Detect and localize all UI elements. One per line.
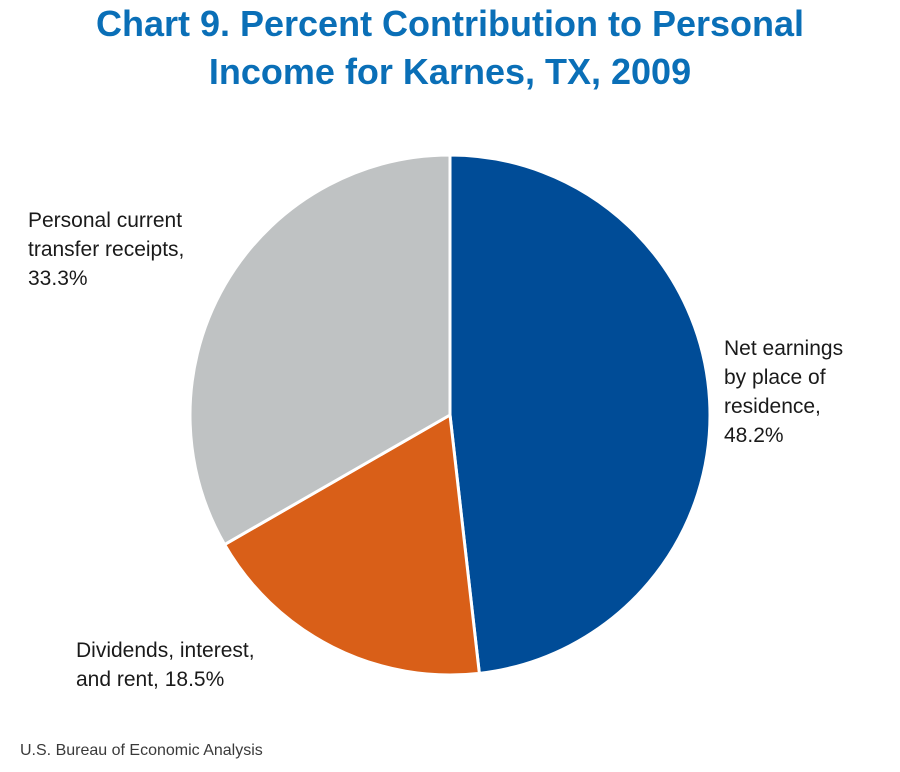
- label-net-earnings: Net earnings by place of residence, 48.2…: [724, 334, 843, 450]
- label-transfer-receipts-line-2: transfer receipts,: [28, 238, 185, 261]
- slice-net-earnings: [448, 153, 712, 675]
- label-net-earnings-line-4: 48.2%: [724, 424, 784, 447]
- label-net-earnings-line-1: Net earnings: [724, 337, 844, 360]
- chart-title-line-2: Income for Karnes, TX, 2009: [208, 51, 692, 92]
- label-net-earnings-line-3: residence,: [724, 395, 821, 418]
- chart-title-line-1: Chart 9. Percent Contribution to Persona…: [95, 3, 805, 44]
- label-transfer-receipts-line-3: 33.3%: [28, 267, 88, 290]
- label-transfer-receipts: Personal current transfer receipts, 33.3…: [28, 206, 184, 293]
- label-transfer-receipts-line-1: Personal current: [28, 209, 183, 232]
- chart-title: Chart 9. Percent Contribution to Persona…: [0, 0, 900, 96]
- label-dividends: Dividends, interest, and rent, 18.5%: [76, 636, 255, 694]
- slice-transfer-receipts: [188, 153, 452, 547]
- source-note: U.S. Bureau of Economic Analysis: [20, 742, 263, 759]
- slice-dividends: [223, 413, 481, 677]
- label-dividends-line-2: and rent, 18.5%: [76, 668, 225, 691]
- label-dividends-line-1: Dividends, interest,: [76, 639, 255, 662]
- label-net-earnings-line-2: by place of: [724, 366, 826, 389]
